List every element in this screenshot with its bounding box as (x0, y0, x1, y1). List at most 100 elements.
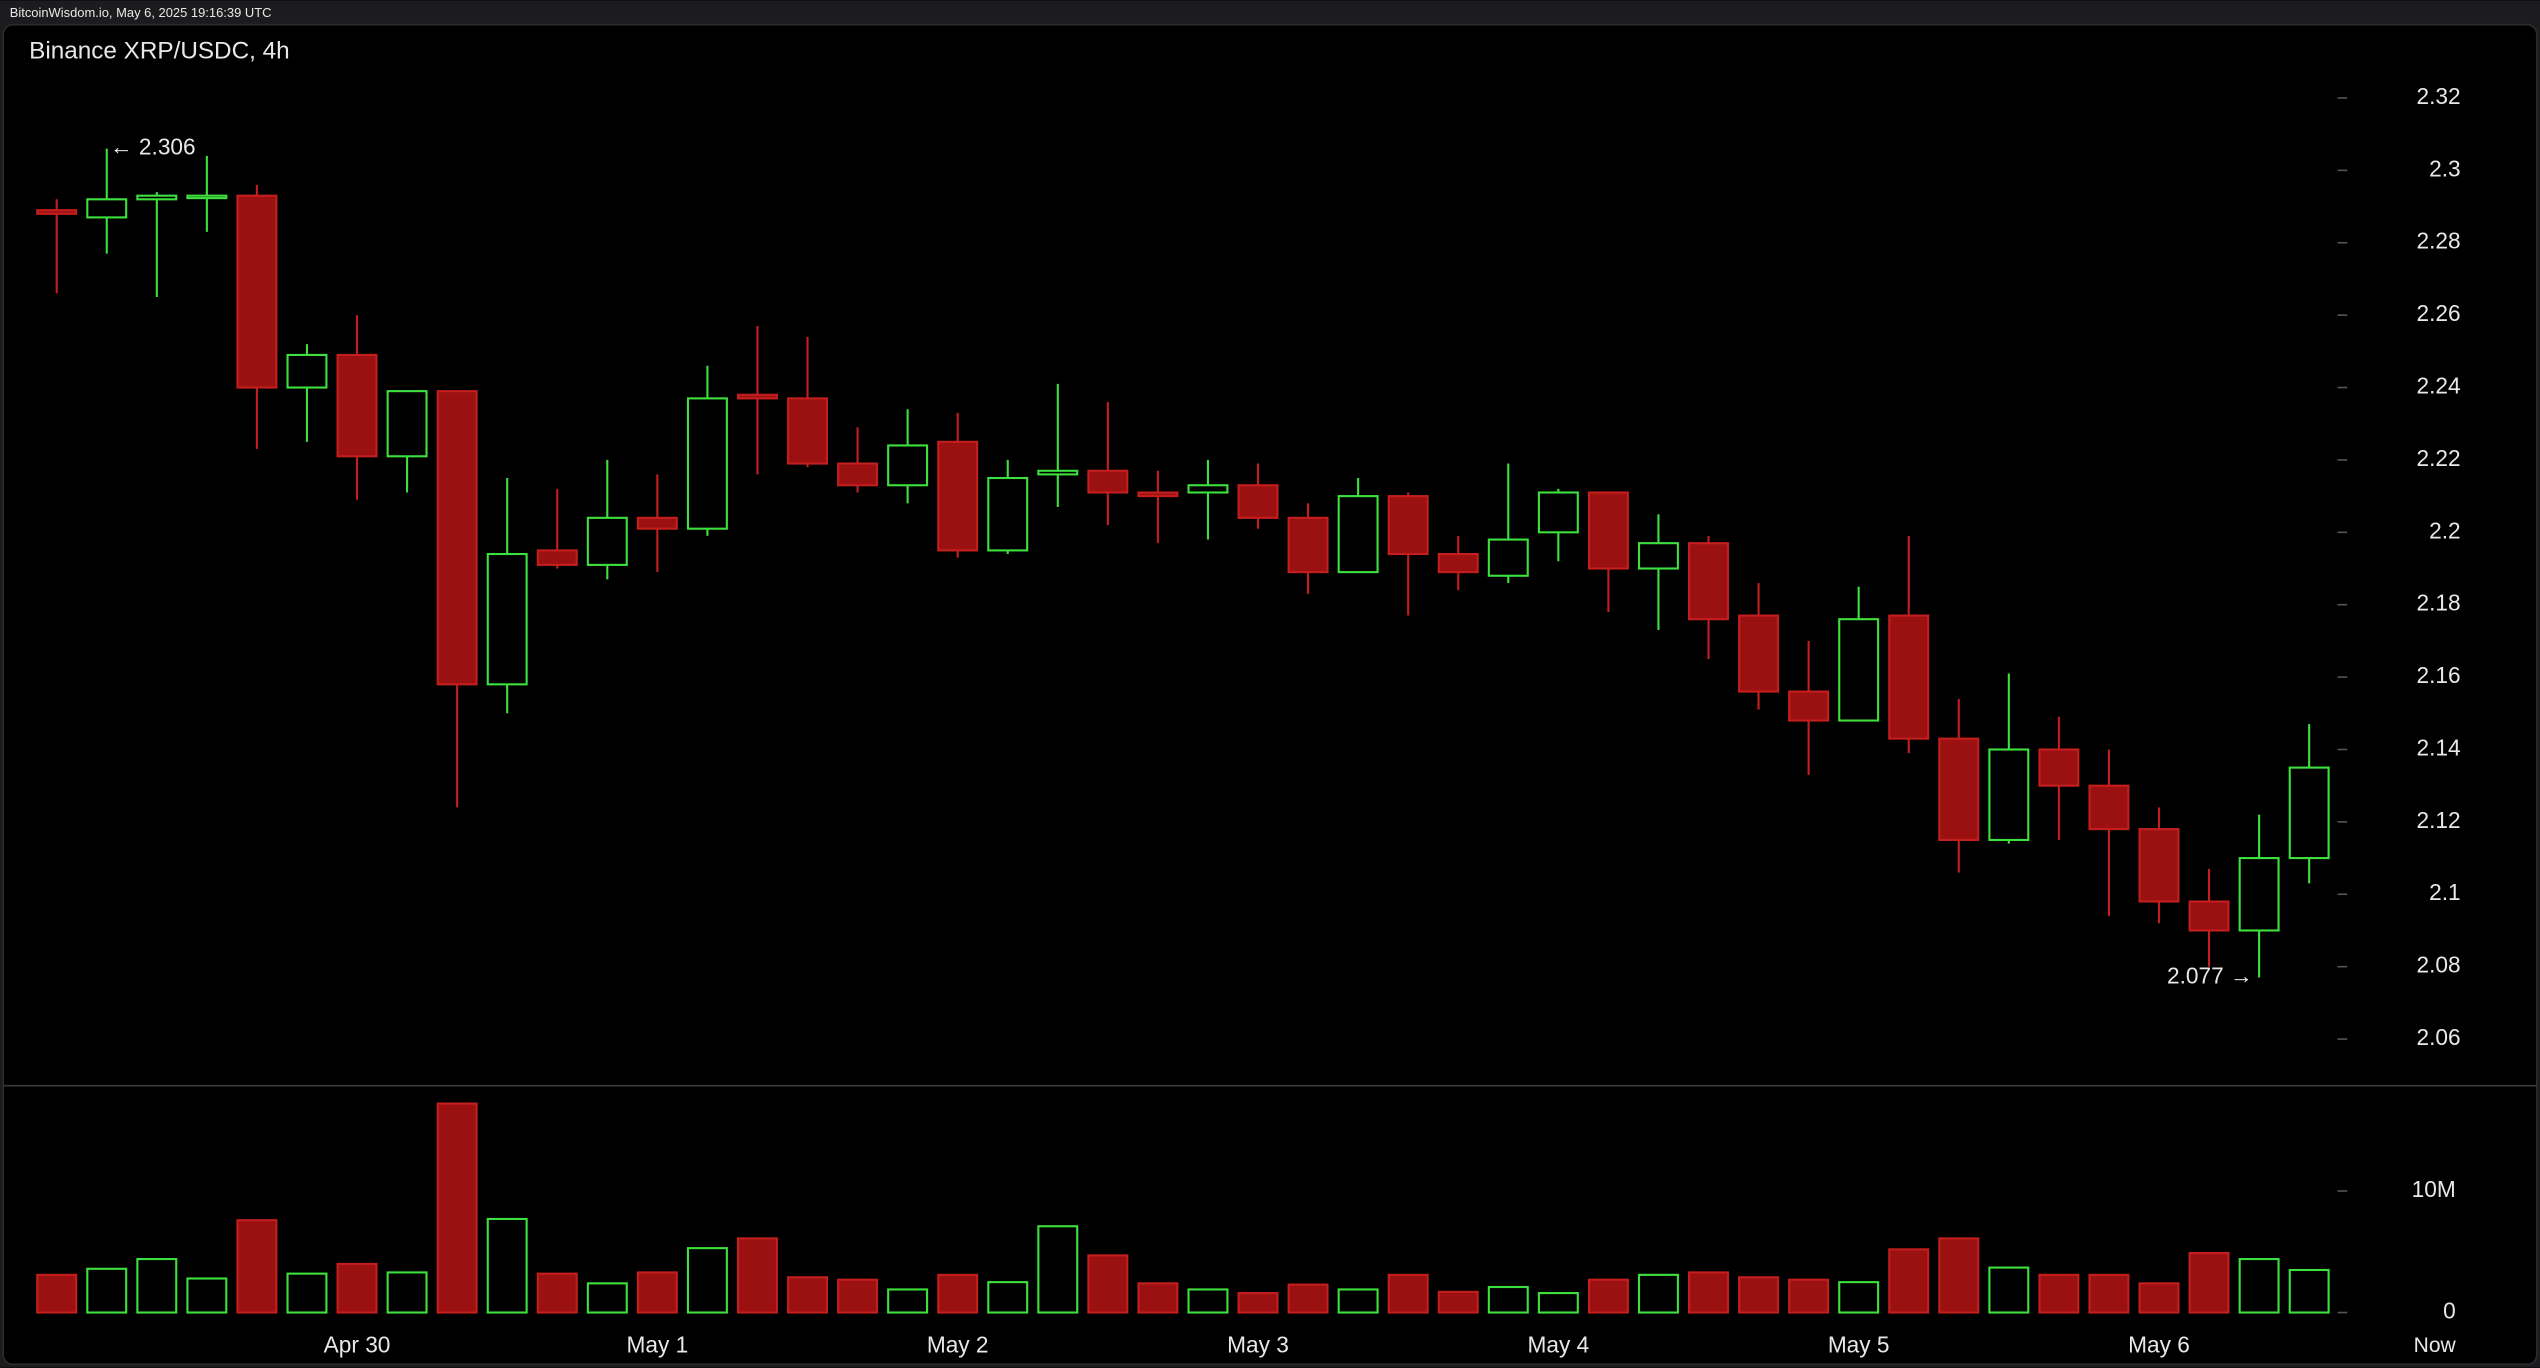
chart-frame (2, 23, 2538, 1366)
candle-body (1387, 495, 1429, 556)
volume-bar (86, 1267, 128, 1314)
volume-bar (1537, 1292, 1579, 1314)
volume-bar (1387, 1273, 1429, 1314)
y-tick-label: 2.16 (2417, 662, 2461, 688)
candle-body (336, 353, 378, 458)
volume-bar (1688, 1271, 1729, 1314)
candle-body (987, 476, 1029, 552)
volume-bar (1337, 1288, 1379, 1314)
volume-bar (686, 1247, 728, 1314)
y-tick-label: 2.1 (2429, 879, 2461, 905)
candle-body (2088, 784, 2130, 831)
volume-bar (436, 1102, 478, 1314)
x-tick-label: May 2 (927, 1332, 989, 1358)
candle-body (837, 462, 879, 487)
volume-bar (1287, 1283, 1329, 1314)
volume-bar (2288, 1268, 2330, 1314)
candle-body (2138, 828, 2180, 903)
volume-bar (2188, 1251, 2230, 1314)
volume-bar (987, 1281, 1029, 1314)
candle-body (1187, 484, 1229, 494)
x-tick-label: May 4 (1527, 1332, 1589, 1358)
volume-bar (236, 1219, 278, 1314)
candle-body (136, 194, 178, 201)
candle-body (536, 549, 578, 566)
volume-bar (1487, 1285, 1529, 1314)
candle-body (636, 516, 678, 530)
candle-body (787, 397, 829, 465)
y-tick-label: 2.2 (2429, 517, 2461, 543)
volume-bar (1637, 1273, 1679, 1314)
y-tick-label: 2.08 (2417, 952, 2461, 978)
volume-bar (1237, 1292, 1279, 1314)
candle-body (186, 194, 228, 200)
source-label: BitcoinWisdom.io, May 6, 2025 19:16:39 U… (10, 5, 272, 20)
volume-bar (787, 1276, 829, 1314)
volume-bar (887, 1288, 929, 1314)
low-annotation: 2.077 → (2167, 963, 2253, 989)
candle-body (887, 444, 929, 487)
candle-body (1688, 542, 1729, 621)
candle-body (1637, 542, 1679, 570)
x-tick-label: Apr 30 (324, 1332, 391, 1358)
candle-body (286, 353, 328, 389)
y-tick-label: 2.14 (2417, 734, 2461, 760)
volume-bar (1738, 1276, 1780, 1314)
volume-bar (2238, 1258, 2280, 1314)
volume-bar (1137, 1282, 1179, 1314)
candle-body (2238, 857, 2280, 932)
candle-body (486, 552, 528, 686)
y-tick-label: 2.32 (2417, 83, 2461, 109)
y-tick-label: 2.24 (2417, 373, 2461, 399)
candle-body (2188, 900, 2230, 932)
volume-bar (937, 1273, 979, 1314)
volume-bar (536, 1272, 578, 1314)
x-tick-label: May 5 (1828, 1332, 1890, 1358)
volume-bar (837, 1278, 879, 1314)
x-tick-label: May 6 (2128, 1332, 2190, 1358)
volume-bar (136, 1258, 178, 1314)
volume-tick-label: 10M (2412, 1176, 2456, 1202)
y-tick-label: 2.12 (2417, 807, 2461, 833)
x-tick-label: May 1 (627, 1332, 689, 1358)
candle-body (1537, 491, 1579, 534)
candle-body (36, 209, 78, 215)
candle-body (2288, 766, 2330, 860)
candle-body (1738, 614, 1780, 693)
high-annotation: ← 2.306 (110, 134, 196, 160)
y-tick-label: 2.18 (2417, 590, 2461, 616)
y-tick-label: 2.3 (2429, 155, 2461, 181)
candle-body (1938, 737, 1980, 842)
volume-bar (386, 1271, 428, 1314)
volume-bar (1888, 1248, 1930, 1314)
y-tick-label: 2.26 (2417, 300, 2461, 326)
candle-body (86, 198, 128, 219)
candle-body (436, 390, 478, 686)
now-label: Now (2414, 1334, 2457, 1357)
candle-body (1788, 690, 1830, 722)
candle-body (386, 390, 428, 458)
candle-body (937, 440, 979, 552)
candle-body (1838, 618, 1880, 722)
y-tick-label: 2.22 (2417, 445, 2461, 471)
volume-bar (1988, 1266, 2030, 1314)
volume-bar (286, 1272, 328, 1314)
volume-bar (1838, 1281, 1880, 1314)
candle-body (1487, 538, 1529, 577)
volume-tick-label: 0 (2443, 1298, 2456, 1324)
candle-body (2038, 748, 2080, 787)
volume-bar (1087, 1254, 1129, 1314)
volume-bar (586, 1282, 628, 1314)
volume-bar (2038, 1273, 2080, 1314)
candle-body (1337, 495, 1379, 574)
volume-bar (736, 1237, 778, 1314)
volume-bar (336, 1262, 378, 1314)
y-tick-label: 2.28 (2417, 228, 2461, 254)
y-tick-label: 2.06 (2417, 1024, 2461, 1050)
volume-bar (36, 1273, 78, 1314)
volume-bar (2088, 1273, 2130, 1314)
candle-body (736, 393, 778, 400)
candle-body (236, 194, 278, 389)
